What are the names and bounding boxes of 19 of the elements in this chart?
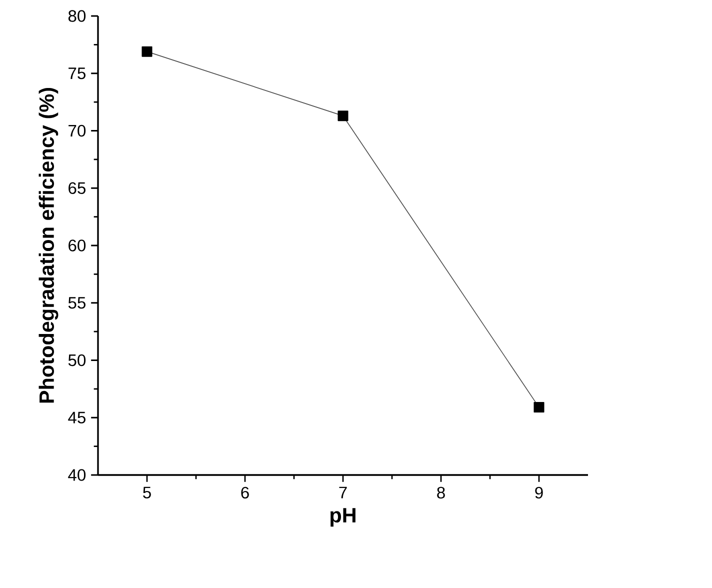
point bbox=[534, 402, 544, 413]
y-tick-label: 70 bbox=[68, 124, 86, 137]
x-tick-label: 7 bbox=[339, 486, 347, 498]
x-tick-label: 9 bbox=[535, 486, 543, 499]
y-tick-label: 50 bbox=[68, 354, 86, 366]
y-axis-title: Photodegradation efficiency (%) bbox=[38, 88, 58, 403]
y-tick-label: 60 bbox=[68, 240, 86, 252]
y-tick-label: 75 bbox=[68, 68, 86, 80]
y-tick-label: 40 bbox=[68, 469, 86, 481]
x-tick-label: 6 bbox=[241, 486, 249, 499]
y-tick-label: 55 bbox=[68, 297, 86, 309]
y-tick-label: 80 bbox=[68, 10, 86, 22]
x-tick-label: 8 bbox=[437, 486, 445, 499]
x-tick-label: 5 bbox=[143, 486, 151, 498]
point bbox=[142, 46, 152, 57]
point bbox=[338, 110, 348, 122]
y-tick-label: 65 bbox=[68, 182, 86, 194]
y-tick-label: 45 bbox=[68, 412, 86, 424]
x-axis-title: pH bbox=[330, 508, 356, 527]
